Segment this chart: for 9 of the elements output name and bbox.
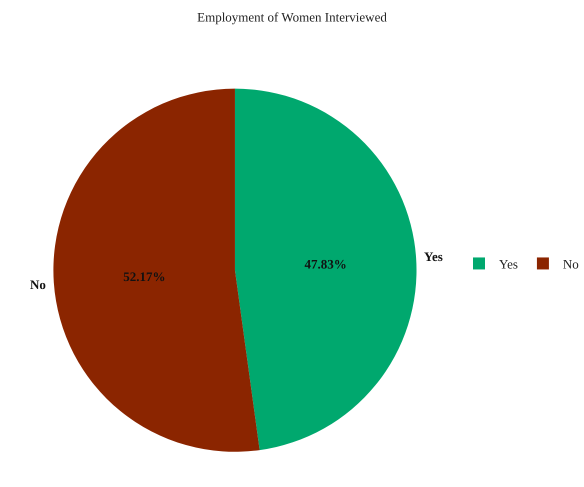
- pie-slice: [234, 88, 416, 450]
- data-label: 52.17%: [123, 268, 166, 284]
- slice-label: Yes: [424, 249, 443, 264]
- legend-label: Yes: [499, 256, 518, 272]
- data-label: 47.83%: [304, 256, 347, 272]
- legend-label: No: [562, 256, 579, 272]
- slice-label: No: [30, 277, 46, 292]
- pie-slice: [54, 88, 260, 452]
- chart-title: Employment of Women Interviewed: [197, 9, 388, 24]
